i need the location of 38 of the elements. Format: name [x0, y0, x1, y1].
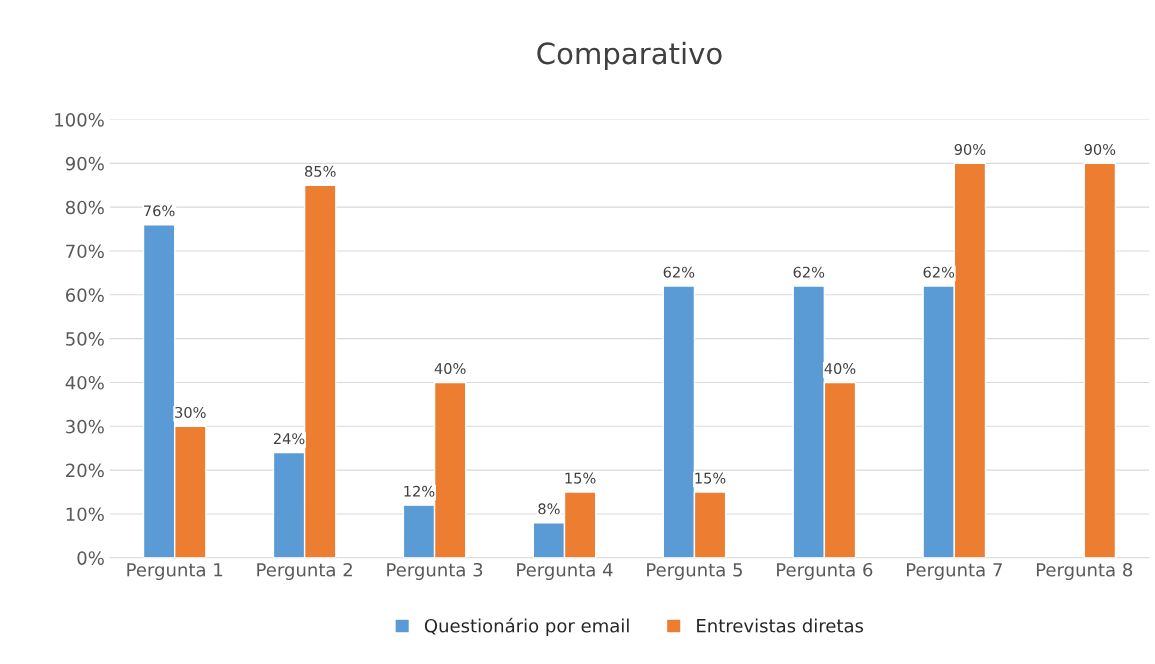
y-tick-label: 70% — [66, 244, 104, 259]
x-tick-label: Pergunta 4 — [517, 563, 613, 581]
data-label: 24% — [273, 433, 305, 445]
x-tick-label: Pergunta 6 — [777, 562, 873, 581]
y-tick-label: 20% — [66, 463, 104, 478]
y-tick-label: 30% — [66, 419, 104, 434]
y-tick-label: 10% — [66, 507, 104, 522]
data-label: 15% — [695, 472, 726, 484]
legend-label: Questionário por email — [424, 617, 629, 637]
y-tick-label: 90% — [65, 156, 104, 171]
data-label: 12% — [404, 485, 435, 497]
y-tick-label: 100% — [55, 112, 104, 127]
data-label: 90% — [954, 143, 986, 155]
data-label: 40% — [434, 363, 466, 375]
x-tick-label: Pergunta 5 — [647, 563, 742, 581]
data-label: 62% — [663, 266, 695, 278]
x-tick-label: Pergunta 7 — [907, 563, 1002, 581]
y-tick-label: 60% — [65, 288, 104, 302]
x-tick-label: Pergunta 2 — [257, 562, 352, 581]
x-tick-label: Pergunta 8 — [1036, 562, 1133, 581]
y-tick-label: 50% — [66, 332, 104, 346]
y-tick-label: 40% — [65, 375, 104, 390]
data-label: 76% — [144, 205, 175, 217]
data-label: 40% — [824, 363, 856, 375]
data-label: 8% — [538, 503, 560, 515]
chart-title: Comparativo — [537, 41, 722, 71]
y-tick-label: 0% — [77, 551, 104, 565]
data-label: 15% — [565, 472, 596, 484]
x-tick-label: Pergunta 1 — [127, 563, 223, 581]
data-label: 85% — [305, 165, 336, 177]
y-tick-label: 80% — [65, 200, 104, 215]
data-label: 30% — [175, 406, 206, 418]
data-label: 62% — [923, 266, 955, 278]
data-label: 90% — [1084, 143, 1116, 155]
legend-label: Entrevistas diretas — [697, 618, 864, 633]
bar — [1083, 162, 1117, 558]
x-tick-label: Pergunta 3 — [387, 562, 483, 581]
data-label: 62% — [793, 266, 825, 278]
